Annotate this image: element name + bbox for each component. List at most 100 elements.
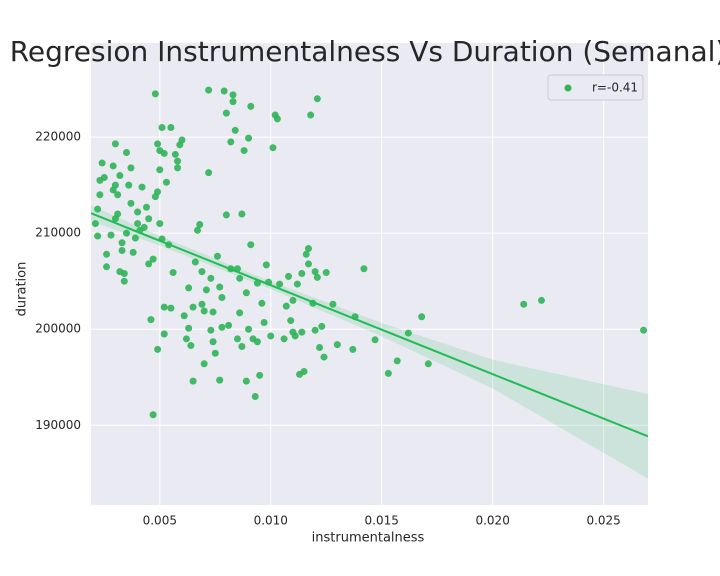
point [145, 215, 153, 223]
point [125, 181, 133, 189]
point [111, 140, 119, 148]
point [287, 317, 295, 325]
point [196, 221, 204, 229]
point [311, 326, 319, 334]
point [231, 126, 239, 134]
point [145, 260, 153, 268]
point [100, 173, 108, 181]
point [418, 313, 426, 321]
point [238, 210, 246, 218]
point [127, 199, 135, 207]
point [260, 319, 268, 327]
point [151, 90, 159, 98]
regression-line [91, 212, 648, 438]
point [91, 220, 99, 228]
point [194, 226, 202, 234]
point [300, 367, 308, 375]
point [247, 102, 255, 110]
point [233, 335, 241, 343]
point [251, 392, 259, 400]
point [245, 134, 253, 142]
point [537, 296, 545, 304]
point [107, 231, 115, 239]
point [114, 191, 122, 199]
point [216, 283, 224, 291]
point [213, 252, 221, 260]
point [182, 335, 190, 343]
x-tick-label: 0.010 [254, 514, 288, 528]
point [171, 150, 179, 158]
point [185, 284, 193, 292]
point [360, 265, 368, 273]
point [189, 303, 197, 311]
point [247, 241, 255, 249]
point [154, 345, 162, 353]
point [329, 300, 337, 308]
point [140, 223, 148, 231]
point [229, 91, 237, 99]
point [134, 208, 142, 216]
point [304, 260, 312, 268]
point [147, 316, 155, 324]
point [384, 369, 392, 377]
x-tick-label: 0.025 [586, 514, 620, 528]
point [242, 289, 250, 297]
point [320, 353, 328, 361]
point [149, 411, 157, 419]
legend: r=-0.41 [547, 74, 644, 101]
y-tick-label: 200000 [35, 322, 81, 336]
point [220, 87, 228, 95]
point [222, 211, 230, 219]
point [289, 296, 297, 304]
y-axis-label: duration [15, 262, 30, 317]
point [349, 345, 357, 353]
point [174, 157, 182, 165]
point [209, 308, 217, 316]
point [185, 324, 193, 332]
point [640, 326, 648, 334]
point [169, 269, 177, 277]
point [131, 234, 139, 242]
point [158, 124, 166, 132]
point [291, 332, 299, 340]
point [162, 178, 170, 186]
point [174, 164, 182, 172]
point [229, 98, 237, 106]
point [322, 269, 330, 277]
point [103, 263, 111, 271]
point [298, 270, 306, 278]
point [253, 338, 261, 346]
point [167, 124, 175, 132]
point [129, 248, 137, 256]
point [154, 188, 162, 196]
point [156, 166, 164, 174]
point [307, 111, 315, 119]
point [236, 274, 244, 282]
point [298, 328, 306, 336]
x-tick-label: 0.005 [143, 514, 177, 528]
point [393, 357, 401, 365]
point [96, 191, 104, 199]
point [282, 302, 290, 310]
point [191, 258, 199, 266]
chart-title: Regresion Instrumentalness Vs Duration (… [10, 35, 720, 68]
point [180, 312, 188, 320]
point [280, 335, 288, 343]
point [273, 115, 281, 123]
point [316, 343, 324, 351]
point [198, 268, 206, 276]
point [313, 95, 321, 103]
point [94, 205, 102, 213]
point [205, 169, 213, 177]
point [242, 377, 250, 385]
point [160, 149, 168, 157]
point [404, 329, 412, 337]
point [178, 136, 186, 144]
point [154, 140, 162, 148]
point [218, 294, 226, 302]
point [149, 255, 157, 263]
legend-label: r=-0.41 [592, 81, 638, 95]
point [118, 246, 126, 254]
point [302, 250, 310, 258]
